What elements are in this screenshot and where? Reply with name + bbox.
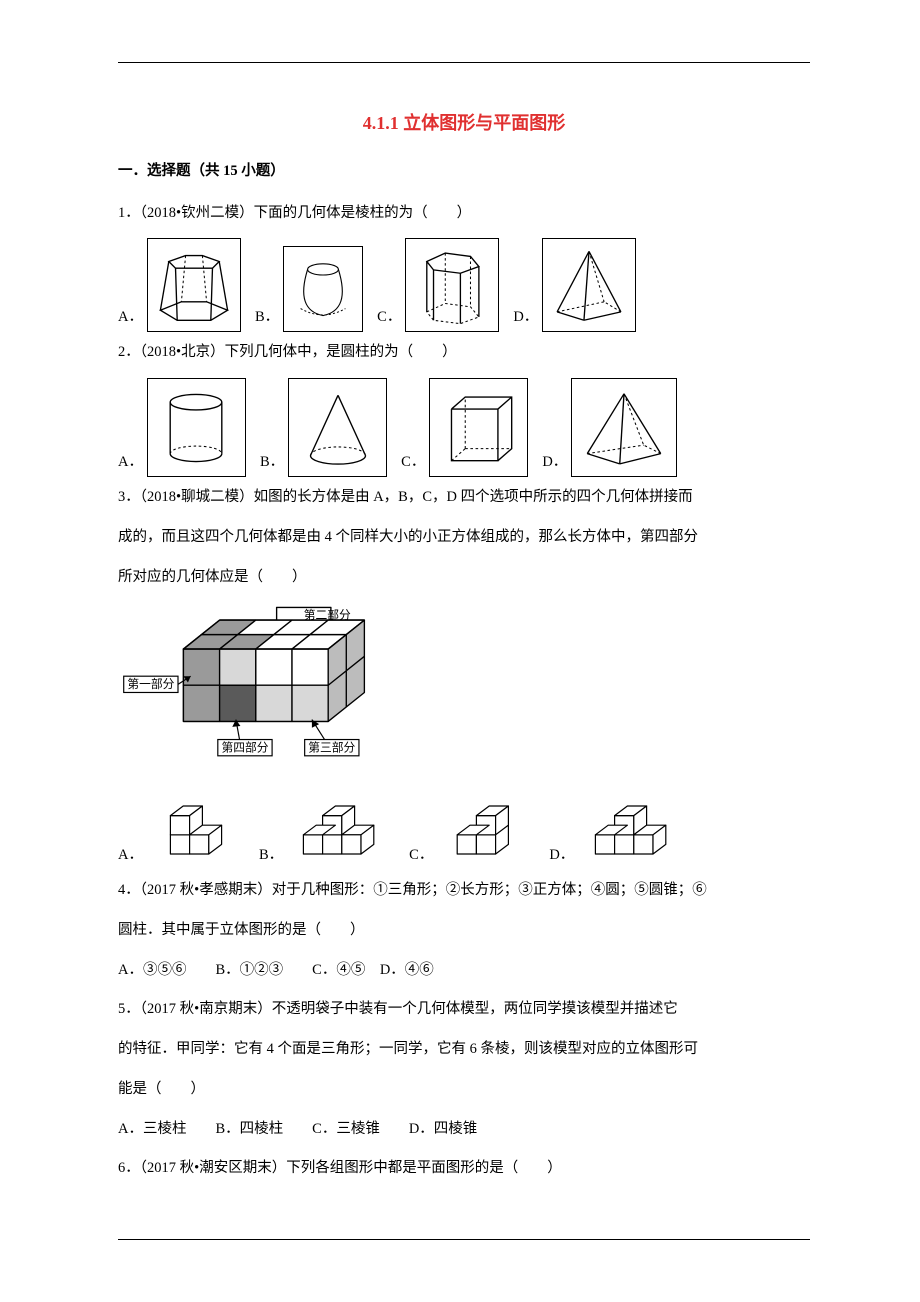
q3-label-p4: 第四部分 <box>221 741 268 755</box>
q1-figure-b <box>283 246 363 332</box>
q2-opt-c: C． <box>401 378 528 477</box>
q1-figure-a <box>147 238 241 332</box>
q2-opt-d: D． <box>542 378 677 477</box>
footer-rule <box>118 1239 810 1240</box>
q3-figure-a <box>147 798 245 870</box>
q6-stem: 6．（2017 秋•潮安区期末）下列各组图形中都是平面图形的是（ ） <box>118 1154 810 1184</box>
q4-stem-2: 圆柱．其中属于立体图形的是（ ） <box>118 916 810 946</box>
q4-stem-1: 4．（2017 秋•孝感期末）对于几种图形：①三角形；②长方形；③正方体；④圆；… <box>118 876 810 906</box>
opt-letter: B． <box>260 450 284 471</box>
q1-options: A． B． <box>118 238 810 332</box>
q1-opt-b: B． <box>255 246 363 332</box>
q1-opt-a: A． <box>118 238 241 332</box>
q2-figure-a <box>147 378 246 477</box>
q3-label-p1: 第一部分 <box>127 677 174 691</box>
q3-opt-d: D． <box>549 798 696 870</box>
q4-options: A．③⑤⑥ B．①②③ C．④⑤ D．④⑥ <box>118 956 810 986</box>
q1-opt-c: C． <box>377 238 499 332</box>
q5-stem-1: 5．（2017 秋•南京期末）不透明袋子中装有一个几何体模型，两位同学摸该模型并… <box>118 995 810 1025</box>
q1-opt-d: D． <box>513 238 636 332</box>
q2-opt-b: B． <box>260 378 387 477</box>
q3-label-p2: 第二部分 <box>304 609 351 623</box>
q2-figure-b <box>288 378 387 477</box>
opt-letter: C． <box>377 305 401 326</box>
top-rule <box>118 62 810 63</box>
q3-opt-a: A． <box>118 798 245 870</box>
q2-options: A． B． <box>118 378 810 477</box>
q5-options: A．三棱柱 B．四棱柱 C．三棱锥 D．四棱锥 <box>118 1115 810 1145</box>
q3-stem-1: 3．（2018•聊城二模）如图的长方体是由 A，B，C，D 四个选项中所示的四个… <box>118 483 810 513</box>
section-heading: 一．选择题（共 15 小题） <box>118 157 810 187</box>
q3-figure-c <box>437 798 535 870</box>
q3-figure-d <box>578 798 696 870</box>
opt-letter: C． <box>409 843 433 864</box>
q3-main-figure: 第二部分 第一部分 第四部分 第三部分 <box>118 602 390 792</box>
q5-stem-3: 能是（ ） <box>118 1075 810 1105</box>
opt-letter: D． <box>549 843 574 864</box>
opt-letter: A． <box>118 450 143 471</box>
q3-opt-b: B． <box>259 798 395 870</box>
q1-figure-c <box>405 238 499 332</box>
q3-label-p3: 第三部分 <box>308 741 355 755</box>
q2-figure-d <box>571 378 677 477</box>
opt-letter: C． <box>401 450 425 471</box>
opt-letter: A． <box>118 305 143 326</box>
opt-letter: D． <box>513 305 538 326</box>
q2-stem: 2．（2018•北京）下列几何体中，是圆柱的为（ ） <box>118 338 810 368</box>
opt-letter: B． <box>255 305 279 326</box>
q2-opt-a: A． <box>118 378 246 477</box>
opt-letter: A． <box>118 843 143 864</box>
q5-stem-2: 的特征．甲同学：它有 4 个面是三角形；一同学，它有 6 条棱，则该模型对应的立… <box>118 1035 810 1065</box>
q2-figure-c <box>429 378 528 477</box>
section-title: 4.1.1 立体图形与平面图形 <box>118 109 810 135</box>
q3-figure-b <box>287 798 395 870</box>
q3-stem-2: 成的，而且这四个几何体都是由 4 个同样大小的小正方体组成的，那么长方体中，第四… <box>118 523 810 553</box>
q3-options: A． B． <box>118 798 810 870</box>
q1-figure-d <box>542 238 636 332</box>
q3-stem-3: 所对应的几何体应是（ ） <box>118 563 810 593</box>
q3-opt-c: C． <box>409 798 535 870</box>
opt-letter: D． <box>542 450 567 471</box>
q1-stem: 1．（2018•钦州二模）下面的几何体是棱柱的为（ ） <box>118 199 810 229</box>
opt-letter: B． <box>259 843 283 864</box>
